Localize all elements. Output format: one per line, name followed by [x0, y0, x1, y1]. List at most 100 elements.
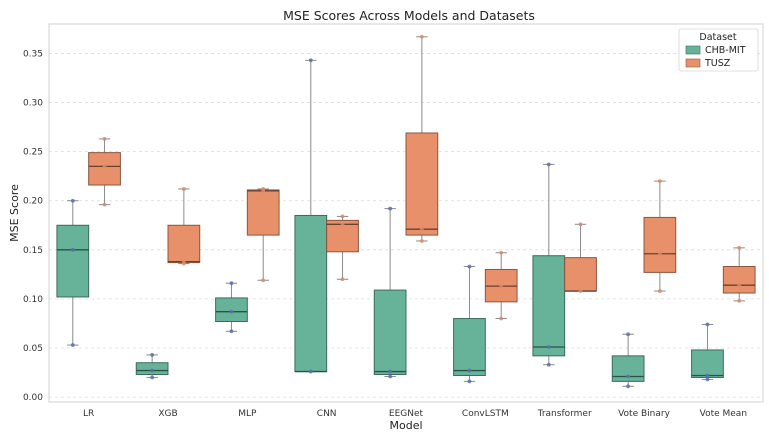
data-point — [546, 345, 551, 349]
box-iqr — [643, 216, 677, 273]
y-axis-ticks: 0.00 0.05 0.10 0.15 0.20 0.25 0.30 0.35 — [23, 49, 43, 403]
legend: Dataset CHB-MIT TUSZ — [678, 28, 759, 72]
data-point — [261, 278, 266, 283]
x-tick-label: Vote Mean — [700, 409, 747, 419]
data-point — [578, 289, 583, 293]
data-point — [626, 374, 631, 379]
data-point — [737, 298, 742, 303]
box-chb-mit-convlstm — [453, 264, 486, 384]
box-iqr — [56, 224, 90, 298]
data-point — [308, 369, 313, 374]
box-iqr — [294, 214, 328, 373]
y-tick-label: 0.30 — [23, 99, 43, 109]
legend-swatch — [685, 58, 701, 68]
y-tick-label: 0.05 — [23, 344, 43, 354]
data-point — [657, 251, 662, 256]
box-chb-mit-transformer — [532, 162, 566, 367]
box-iqr — [246, 189, 280, 236]
data-point — [546, 162, 551, 167]
data-point — [150, 352, 155, 357]
x-tick-label: Transformer — [537, 409, 592, 419]
x-tick-label: EEGNet — [389, 409, 424, 419]
box-iqr — [405, 132, 439, 236]
data-point — [419, 34, 424, 39]
data-point — [419, 227, 424, 232]
data-point — [150, 368, 155, 373]
box-tusz-transformer — [564, 222, 597, 293]
box-chb-mit-lr — [56, 198, 90, 347]
data-point — [705, 373, 710, 378]
data-point — [467, 264, 472, 269]
box-tusz-mlp — [246, 187, 280, 283]
y-tick-label: 0.25 — [23, 148, 43, 158]
data-point — [578, 222, 583, 227]
data-point — [181, 187, 186, 191]
box-iqr — [564, 257, 597, 292]
chart-title: MSE Scores Across Models and Datasets — [283, 8, 535, 23]
data-point — [467, 368, 472, 373]
data-point — [102, 164, 107, 169]
legend-swatch — [685, 45, 701, 55]
box-tusz-cnn — [326, 214, 359, 282]
data-point — [229, 309, 234, 314]
data-point — [70, 247, 75, 252]
data-point — [388, 206, 393, 211]
data-point — [340, 222, 345, 227]
x-tick-label: Vote Binary — [618, 409, 670, 419]
plot-frame — [48, 23, 764, 403]
box-iqr — [88, 152, 121, 186]
x-tick-label: ConvLSTM — [462, 409, 509, 419]
data-point — [626, 332, 631, 337]
data-point — [70, 198, 75, 203]
data-point — [229, 281, 234, 286]
data-point — [737, 283, 742, 288]
legend-label: TUSZ — [704, 58, 731, 69]
legend-items: CHB-MIT TUSZ — [685, 45, 746, 69]
data-point — [388, 369, 393, 374]
box-iqr — [326, 219, 359, 253]
box-chb-mit-mlp — [215, 281, 248, 334]
data-point — [419, 239, 424, 243]
box-chb-mit-eegnet — [373, 206, 407, 379]
x-tick-label: LR — [83, 409, 94, 419]
box-iqr — [215, 297, 248, 322]
data-point — [308, 58, 313, 63]
box-iqr — [373, 289, 407, 376]
data-point — [340, 277, 345, 282]
box-iqr — [135, 362, 169, 376]
box-tusz-eegnet — [405, 34, 439, 243]
data-point — [102, 136, 107, 141]
y-tick-label: 0.10 — [23, 295, 43, 305]
data-point — [70, 343, 75, 347]
legend-title: Dataset — [699, 32, 736, 43]
y-tick-label: 0.00 — [23, 393, 43, 403]
x-axis-ticks: LR XGB MLP CNN EEGNet ConvLSTM Transformer Vote… — [83, 409, 747, 419]
y-tick-label: 0.15 — [23, 246, 43, 256]
data-point — [737, 245, 742, 250]
x-tick-label: MLP — [238, 409, 257, 419]
data-point — [657, 289, 662, 293]
box-chb-mit-cnn — [294, 58, 328, 374]
data-point — [499, 284, 504, 289]
data-point — [705, 322, 710, 327]
data-point — [499, 250, 504, 255]
data-point — [546, 362, 551, 367]
box-iqr — [453, 318, 486, 376]
data-point — [102, 202, 107, 207]
x-tick-label: XGB — [158, 409, 177, 419]
boxes — [56, 34, 756, 389]
data-point — [229, 329, 234, 334]
box-tusz-convlstm — [484, 250, 518, 321]
y-tick-label: 0.35 — [23, 49, 43, 59]
data-point — [626, 384, 631, 389]
data-point — [340, 214, 345, 219]
y-tick-label: 0.20 — [23, 197, 43, 207]
box-iqr — [532, 255, 566, 357]
data-point — [261, 187, 266, 191]
box-tusz-lr — [88, 136, 121, 207]
box-tusz-vote-mean — [722, 245, 756, 303]
y-axis-label: MSE Score — [8, 184, 21, 242]
x-tick-label: CNN — [317, 409, 337, 419]
data-point — [705, 377, 710, 382]
